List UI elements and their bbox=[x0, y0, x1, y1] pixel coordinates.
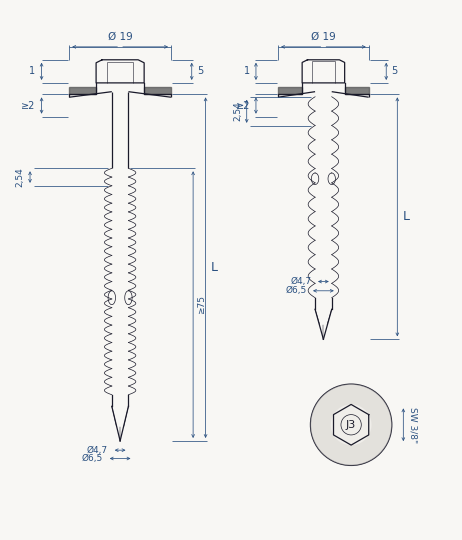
Text: 5: 5 bbox=[391, 66, 397, 76]
Polygon shape bbox=[310, 384, 392, 465]
Polygon shape bbox=[278, 87, 302, 94]
Text: ≥2: ≥2 bbox=[21, 100, 36, 111]
Text: 2,54: 2,54 bbox=[16, 167, 24, 187]
Text: SW 3/8": SW 3/8" bbox=[409, 407, 418, 443]
Text: ≥75: ≥75 bbox=[197, 295, 206, 314]
Text: 1: 1 bbox=[30, 66, 36, 76]
Text: Ø4,7: Ø4,7 bbox=[87, 446, 108, 455]
Text: L: L bbox=[403, 211, 410, 224]
Text: Ø6,5: Ø6,5 bbox=[285, 286, 306, 295]
Text: 2,54: 2,54 bbox=[233, 102, 242, 121]
Text: 5: 5 bbox=[197, 66, 204, 76]
Text: 1: 1 bbox=[244, 66, 250, 76]
Text: Ø 19: Ø 19 bbox=[108, 32, 133, 42]
Text: Ø4,7: Ø4,7 bbox=[290, 277, 311, 286]
Circle shape bbox=[310, 384, 392, 465]
Text: J3: J3 bbox=[346, 420, 356, 430]
Polygon shape bbox=[345, 87, 369, 94]
Text: L: L bbox=[211, 261, 218, 274]
Polygon shape bbox=[144, 87, 171, 94]
Text: Ø6,5: Ø6,5 bbox=[82, 454, 103, 463]
Text: Ø 19: Ø 19 bbox=[311, 32, 336, 42]
Polygon shape bbox=[69, 87, 96, 94]
Text: ≥2: ≥2 bbox=[236, 100, 250, 111]
